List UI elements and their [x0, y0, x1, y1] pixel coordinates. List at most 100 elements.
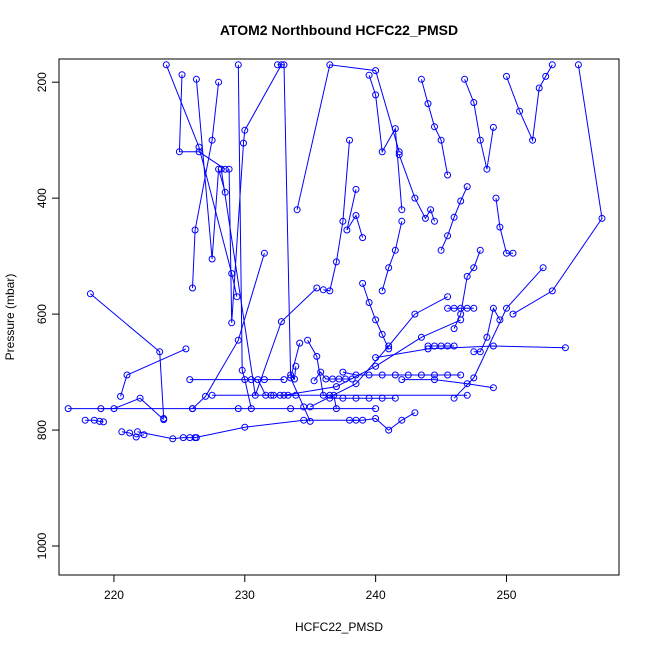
profile-line [342, 371, 461, 376]
data-point [175, 148, 183, 156]
profile-series [118, 428, 148, 441]
data-point [372, 316, 380, 324]
data-point [372, 415, 380, 422]
profile-line [178, 74, 226, 170]
profile-line [453, 267, 544, 399]
data-point [539, 264, 547, 272]
y-axis-label: Pressure (mbar) [3, 274, 17, 361]
data-point [489, 304, 497, 312]
data-point [136, 394, 144, 402]
profile-series [461, 75, 497, 173]
data-point [437, 246, 445, 254]
data-point [489, 384, 497, 392]
profile-series [117, 345, 190, 400]
data-point [280, 376, 288, 384]
data-point [535, 84, 543, 92]
data-point [461, 75, 469, 83]
profile-series [175, 71, 229, 173]
profile-line [296, 64, 400, 210]
data-point [391, 371, 399, 379]
data-point [352, 394, 360, 402]
data-point [378, 148, 386, 156]
data-point [215, 78, 223, 86]
profile-series [503, 61, 556, 144]
profile-line [283, 319, 461, 396]
profile-line [228, 64, 282, 323]
profile-series [287, 339, 314, 425]
data-point [189, 284, 196, 292]
data-point [489, 123, 497, 131]
data-point [296, 339, 304, 347]
data-point [417, 371, 425, 379]
data-point [509, 310, 517, 318]
data-point [81, 416, 89, 424]
data-point [372, 67, 380, 75]
x-axis: 220 230 240 250 [104, 575, 517, 602]
data-point [90, 416, 98, 424]
profile-series [450, 264, 547, 402]
profile-series [492, 194, 517, 257]
data-point [470, 264, 478, 272]
data-point [417, 333, 425, 341]
data-point [411, 409, 419, 417]
data-point [463, 304, 471, 312]
data-point [450, 325, 458, 333]
y-tick-label: 200 [35, 72, 49, 92]
data-point [431, 371, 438, 379]
data-point [86, 290, 94, 298]
data-point [96, 417, 104, 425]
profile-series [319, 136, 353, 295]
data-point [378, 371, 386, 379]
data-point [598, 214, 606, 222]
data-point [509, 249, 517, 257]
profile-line [375, 345, 566, 359]
data-point [470, 99, 478, 106]
profile-series [234, 61, 255, 413]
profile-series [189, 249, 268, 413]
profile-line [420, 79, 449, 176]
data-point [391, 246, 399, 254]
data-point [162, 61, 170, 69]
data-point [100, 418, 107, 426]
data-point [228, 319, 236, 327]
data-point [398, 416, 406, 424]
data-point [208, 391, 216, 399]
data-point [332, 405, 340, 413]
data-point [234, 405, 242, 413]
data-point [287, 405, 295, 413]
profile-line [346, 189, 364, 238]
data-point [372, 91, 380, 99]
data-point [548, 61, 556, 69]
profile-line [120, 348, 187, 397]
data-point [160, 416, 168, 424]
data-point [561, 344, 569, 352]
data-point [503, 304, 510, 312]
data-point [431, 376, 438, 384]
data-point [365, 71, 373, 79]
data-point [310, 377, 318, 385]
data-point [251, 391, 259, 399]
data-point [241, 126, 249, 134]
data-point [293, 206, 301, 214]
profile-series [280, 316, 465, 399]
plot-area [64, 61, 606, 443]
data-point [359, 416, 367, 424]
data-point [372, 362, 380, 370]
data-point [476, 136, 484, 144]
profile-line [464, 79, 494, 170]
profile-series [398, 376, 497, 392]
profile-line [349, 412, 416, 431]
data-point [483, 165, 491, 173]
data-point [238, 366, 246, 374]
data-point [313, 284, 321, 292]
data-point [304, 336, 312, 344]
profile-series [81, 416, 107, 426]
profile-series [470, 304, 504, 356]
data-point [247, 405, 255, 413]
data-point [470, 304, 478, 312]
data-point [463, 391, 471, 399]
data-point [542, 72, 550, 80]
profile-line [323, 140, 350, 292]
